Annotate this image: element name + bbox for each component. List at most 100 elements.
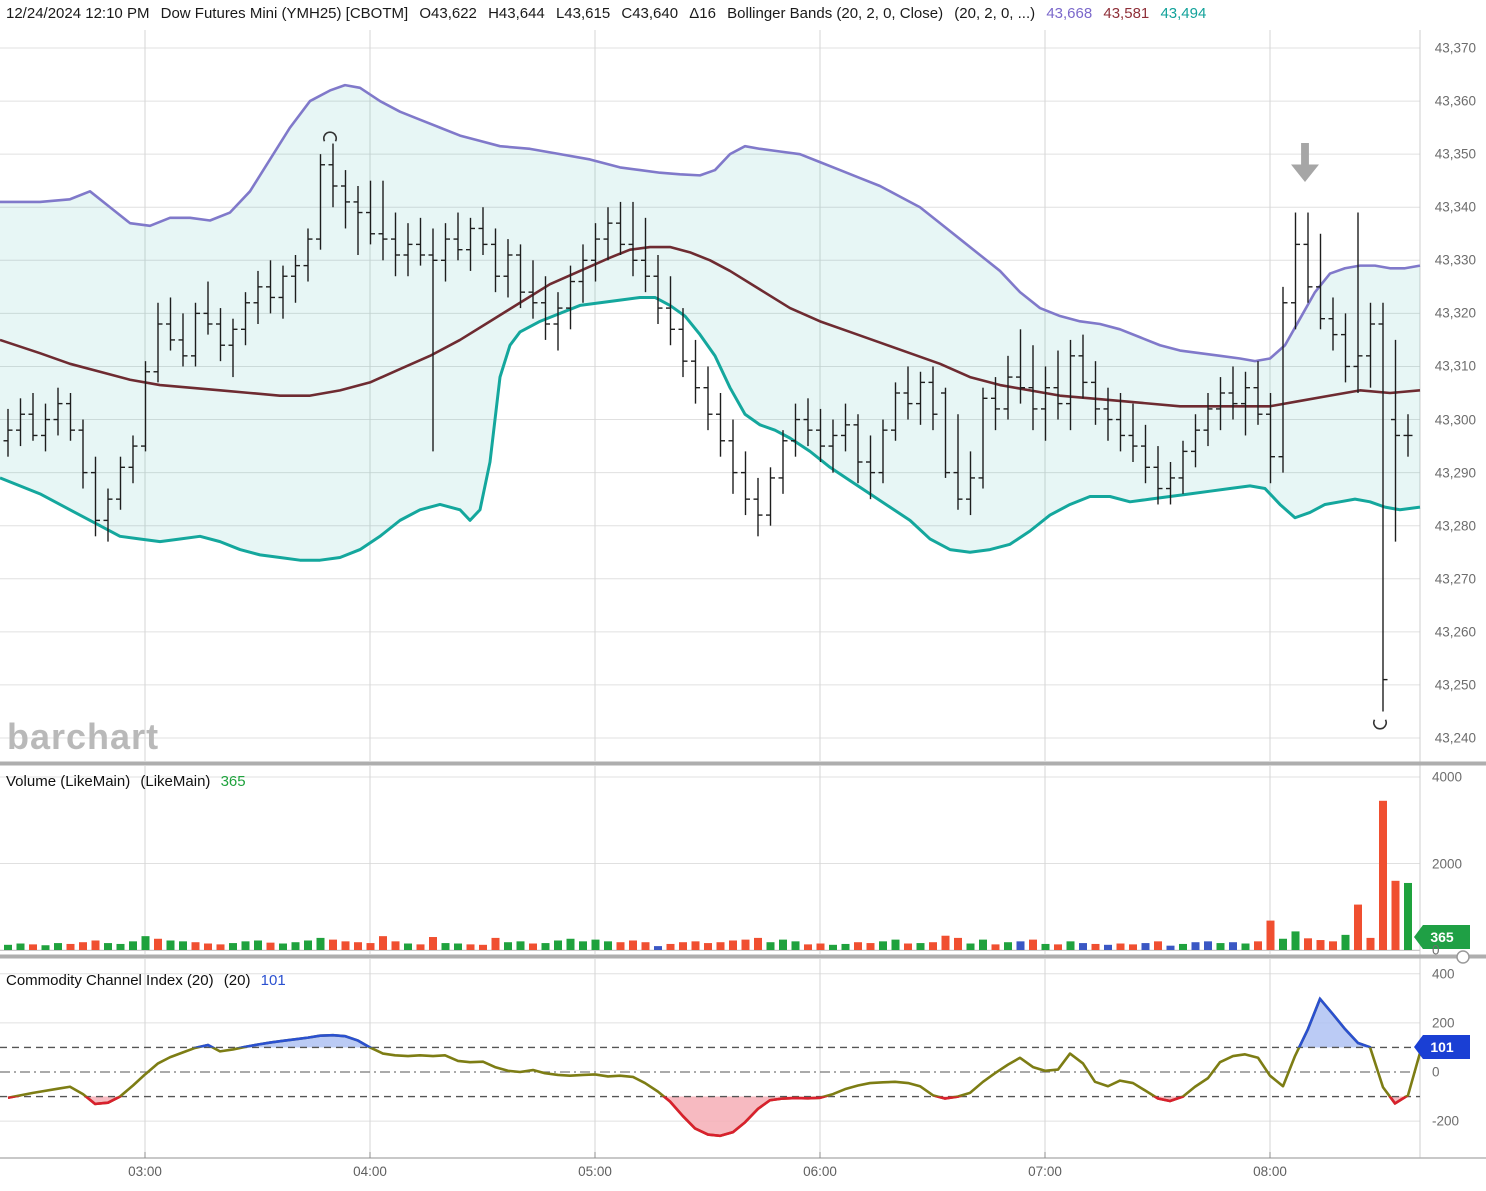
ohlc-bar xyxy=(891,382,900,441)
volume-bar xyxy=(4,944,12,950)
volume-bar xyxy=(991,944,1000,950)
ohlc-bar xyxy=(753,477,763,537)
volume-bar xyxy=(1116,943,1125,950)
volume-bar xyxy=(1304,938,1312,950)
volume-label: Volume (LikeMain) xyxy=(6,773,131,790)
ohlc-bar xyxy=(91,456,100,537)
volume-bar xyxy=(541,943,550,950)
ohlc-bar xyxy=(291,255,300,303)
volume-bar xyxy=(79,942,87,950)
volume-bar xyxy=(241,941,250,950)
cci-axis-tick: 200 xyxy=(1432,1015,1455,1031)
volume-bar xyxy=(466,944,475,950)
volume-bar xyxy=(1391,880,1400,950)
volume-bar xyxy=(66,943,75,950)
pane-divider-2[interactable] xyxy=(0,954,1486,959)
ohlc-bar xyxy=(928,366,938,431)
volume-bar xyxy=(804,944,812,950)
quote-high: H43,644 xyxy=(488,5,545,22)
cci-oversold-fill xyxy=(8,1096,1420,1136)
cci-value-badge: 101 xyxy=(1414,1035,1470,1059)
volume-bar xyxy=(1329,941,1337,950)
time-axis-tick: 04:00 xyxy=(353,1164,387,1179)
quote-header: 12/24/2024 12:10 PM Dow Futures Mini (YM… xyxy=(6,5,1213,22)
ohlc-bar xyxy=(953,414,963,510)
ohlc-bar xyxy=(728,419,738,494)
volume-bar xyxy=(1366,937,1375,950)
ohlc-bar xyxy=(1341,313,1350,383)
ohlc-bar xyxy=(1066,339,1075,431)
ohlc-bar xyxy=(28,393,38,441)
ohlc-bar xyxy=(266,260,275,314)
ohlc-bar xyxy=(1166,462,1175,505)
ohlc-bar xyxy=(1366,302,1375,388)
divider-drag-handle[interactable] xyxy=(1456,950,1470,964)
ohlc-bar xyxy=(1253,361,1263,425)
ohlc-bar xyxy=(778,430,788,494)
ohlc-bar xyxy=(403,223,413,277)
ohlc-bars xyxy=(3,143,1413,712)
ohlc-bar xyxy=(1053,350,1063,420)
volume-bar xyxy=(604,941,612,950)
ohlc-bar xyxy=(1178,440,1188,494)
volume-bar xyxy=(1141,943,1150,950)
ohlc-bar xyxy=(903,366,913,420)
volume-bar xyxy=(979,939,987,950)
ohlc-bar xyxy=(478,207,488,255)
ohlc-bar xyxy=(503,239,513,298)
volume-bar xyxy=(166,940,175,950)
quote-symbol: Dow Futures Mini (YMH25) [CBOTM] xyxy=(160,5,409,22)
volume-bar xyxy=(1179,943,1187,950)
cci-last-value: 101 xyxy=(260,972,286,989)
ohlc-bar xyxy=(1116,393,1125,452)
ohlc-bar xyxy=(41,403,50,452)
volume-bar xyxy=(841,943,850,950)
cci-line-oversold xyxy=(7,1096,1409,1138)
ohlc-bar xyxy=(1016,329,1025,404)
ohlc-bar xyxy=(328,143,338,208)
volume-bar xyxy=(141,936,150,950)
volume-bar xyxy=(29,944,37,950)
volume-bar xyxy=(191,942,200,950)
ohlc-bar xyxy=(1078,334,1088,399)
volume-bar xyxy=(1054,944,1062,950)
volume-bar xyxy=(1129,944,1137,950)
ohlc-bar xyxy=(1216,377,1225,431)
volume-bar xyxy=(429,937,437,950)
volume-bar xyxy=(941,935,950,950)
study-params: (20, 2, 0, ...) xyxy=(954,5,1036,22)
ohlc-bar xyxy=(603,207,613,261)
ohlc-bar xyxy=(1203,393,1213,447)
pane-divider-1[interactable] xyxy=(0,761,1486,766)
ohlc-bar xyxy=(166,297,175,351)
ohlc-bar xyxy=(1153,446,1163,505)
ohlc-bar xyxy=(803,398,813,447)
ohlc-bar xyxy=(416,217,425,266)
ohlc-bar xyxy=(766,467,775,526)
bb-lower-value: 43,494 xyxy=(1160,5,1207,22)
bollinger-lower-line xyxy=(0,295,1421,562)
ohlc-bar xyxy=(391,212,400,277)
volume-bar xyxy=(1241,943,1250,950)
ohlc-bar xyxy=(366,180,375,245)
volume-bar xyxy=(616,942,625,950)
ohlc-bar xyxy=(841,403,850,452)
volume-bar xyxy=(216,944,225,950)
volume-bar xyxy=(1204,941,1212,950)
gridlines xyxy=(0,30,1421,1158)
ohlc-bar xyxy=(991,377,1000,431)
volume-bar xyxy=(791,941,800,950)
volume-bar xyxy=(766,942,775,950)
time-axis-tick: 03:00 xyxy=(128,1164,162,1179)
volume-bar xyxy=(1354,904,1362,950)
ohlc-bar xyxy=(741,451,750,516)
volume-bar xyxy=(854,942,862,950)
quote-low: L43,615 xyxy=(555,5,611,22)
cci-line-overbought xyxy=(192,996,1372,1048)
price-axis-tick: 43,240 xyxy=(1434,730,1476,746)
volume-bar xyxy=(254,940,262,950)
time-axis-tick: 08:00 xyxy=(1253,1164,1287,1179)
volume-bar xyxy=(1254,941,1262,950)
